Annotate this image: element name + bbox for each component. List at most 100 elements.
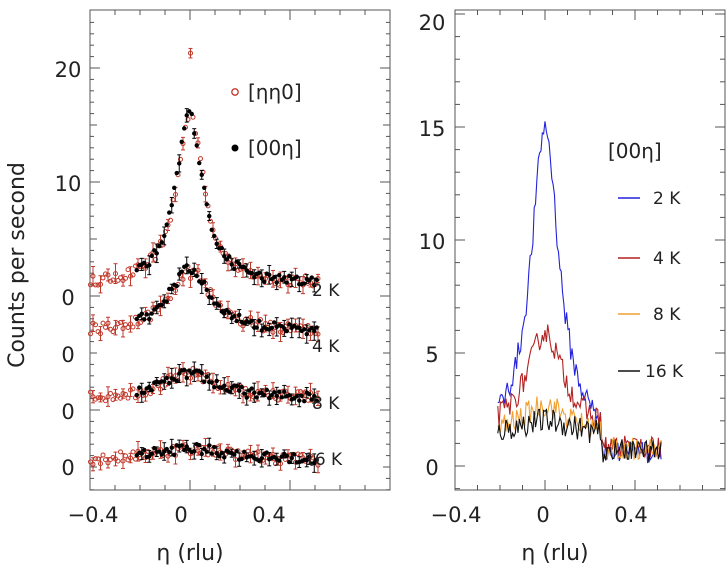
- legend-filled-circle-marker: [231, 144, 239, 152]
- red-open-point: [125, 395, 131, 401]
- red-open-point: [130, 449, 136, 455]
- black-filled-point: [309, 397, 314, 402]
- black-filled-point: [174, 283, 179, 289]
- right-legend-label-4k: 4 K: [653, 249, 681, 269]
- black-filled-point: [212, 233, 217, 239]
- black-filled-point: [149, 388, 154, 393]
- black-filled-point: [234, 383, 239, 389]
- black-filled-point: [134, 316, 139, 322]
- series-line-8k: [497, 396, 662, 461]
- black-filled-point: [294, 274, 299, 279]
- black-filled-point: [164, 446, 169, 452]
- black-filled-point: [277, 458, 282, 463]
- red-open-point: [133, 456, 138, 462]
- black-filled-point: [249, 270, 254, 276]
- legend-label-hh0: [ηη0]: [248, 80, 302, 104]
- red-open-point: [93, 282, 98, 288]
- black-filled-point: [167, 210, 172, 215]
- black-filled-point: [269, 393, 274, 398]
- black-filled-point: [287, 322, 292, 327]
- black-filled-point: [142, 260, 147, 266]
- black-filled-point: [159, 240, 164, 245]
- right-ytick-15: 15: [419, 117, 446, 141]
- red-open-point: [115, 321, 121, 327]
- left-zero-label-2k: 0: [61, 286, 74, 310]
- black-filled-point: [194, 143, 199, 148]
- series-line-4k: [497, 324, 662, 459]
- left-temp-label-2k: 2 K: [312, 281, 340, 301]
- black-filled-point: [227, 254, 232, 259]
- black-filled-point: [299, 393, 304, 399]
- black-filled-point: [209, 227, 214, 233]
- red-open-point: [130, 324, 136, 330]
- black-filled-point: [242, 391, 247, 396]
- left-zero-label-8k: 0: [61, 400, 74, 424]
- black-filled-point: [209, 380, 214, 385]
- black-filled-point: [284, 328, 289, 334]
- red-open-point: [108, 390, 113, 396]
- red-open-point: [185, 117, 191, 123]
- legend-open-circle-marker: [231, 88, 239, 96]
- black-filled-point: [224, 257, 229, 262]
- black-filled-point: [264, 387, 269, 393]
- black-filled-point: [187, 368, 192, 373]
- red-open-point: [208, 218, 213, 224]
- black-filled-point: [269, 325, 274, 331]
- left-curve-8k: [88, 361, 321, 408]
- black-filled-point: [249, 386, 254, 391]
- black-filled-point: [137, 385, 142, 390]
- red-open-point: [130, 272, 136, 278]
- red-open-point: [93, 322, 98, 328]
- black-filled-point: [264, 450, 269, 455]
- black-filled-point: [212, 385, 217, 390]
- black-filled-point: [149, 253, 154, 259]
- black-filled-point: [307, 278, 312, 283]
- right-legend-title: [00η]: [608, 139, 662, 163]
- left-curve-2k: [88, 47, 321, 295]
- black-filled-point: [302, 398, 307, 404]
- black-filled-point: [272, 275, 277, 280]
- red-open-point: [115, 277, 121, 283]
- left-ytick-10: 10: [55, 172, 82, 196]
- black-filled-point: [257, 318, 262, 324]
- black-filled-point: [217, 303, 222, 308]
- right-xtick-0: 0: [536, 503, 549, 527]
- black-filled-point: [204, 449, 209, 454]
- left-xtick-04: 0.4: [252, 503, 285, 527]
- black-filled-point: [257, 270, 262, 275]
- black-filled-point: [142, 317, 147, 322]
- black-filled-point: [164, 299, 169, 304]
- red-open-point: [198, 156, 203, 162]
- right-legend-label-2k: 2 K: [653, 189, 681, 209]
- red-open-point: [100, 320, 106, 326]
- black-filled-point: [179, 443, 184, 448]
- black-filled-point: [309, 325, 314, 331]
- black-filled-point: [197, 443, 202, 448]
- red-open-point: [138, 455, 143, 461]
- black-filled-point: [234, 448, 239, 454]
- black-filled-point: [277, 389, 282, 395]
- black-filled-point: [279, 395, 284, 400]
- black-filled-point: [194, 273, 199, 279]
- black-filled-point: [164, 222, 169, 227]
- black-filled-point: [167, 449, 172, 455]
- black-filled-point: [179, 139, 184, 145]
- left-curve-4k: [88, 256, 321, 344]
- red-open-point: [110, 329, 116, 335]
- red-open-point: [103, 398, 108, 404]
- black-filled-point: [202, 379, 207, 385]
- black-filled-point: [164, 375, 169, 381]
- left-zero-label-16k: 0: [61, 456, 74, 480]
- red-open-point: [295, 389, 301, 395]
- right-legend-label-8k: 8 K: [653, 305, 681, 325]
- black-filled-point: [262, 393, 267, 398]
- black-filled-point: [232, 266, 237, 272]
- black-filled-point: [182, 367, 187, 373]
- black-filled-point: [144, 312, 149, 317]
- black-filled-point: [254, 325, 259, 330]
- black-filled-point: [189, 271, 194, 276]
- black-filled-point: [202, 279, 207, 285]
- black-filled-point: [149, 451, 154, 456]
- right-plot-frame: [454, 9, 726, 491]
- black-filled-point: [284, 280, 289, 285]
